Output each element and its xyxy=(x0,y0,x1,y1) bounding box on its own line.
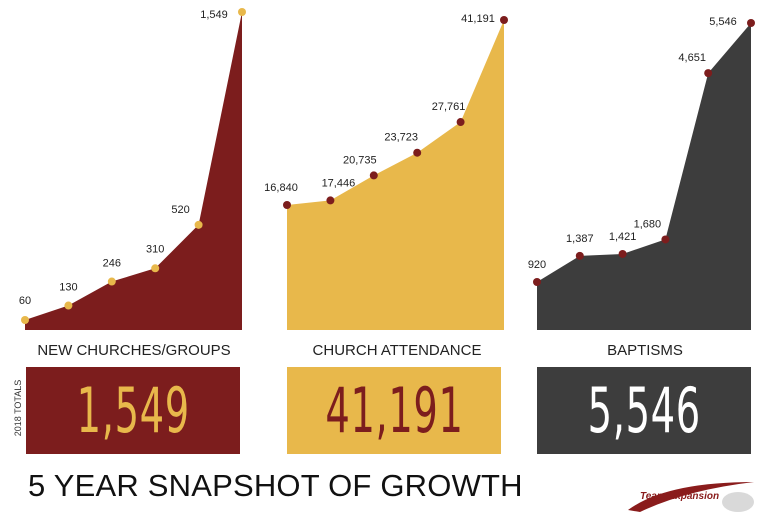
data-label-baptisms-5: 5,546 xyxy=(709,16,737,28)
total-value-baptisms: 5,546 xyxy=(587,373,701,447)
data-label-church-attendance-0: 16,840 xyxy=(264,182,298,194)
data-label-church-attendance-4: 27,761 xyxy=(432,101,466,113)
data-label-baptisms-1: 1,387 xyxy=(566,233,594,245)
data-point-new-churches-3 xyxy=(151,264,160,273)
chart-title-baptisms: BAPTISMS xyxy=(607,342,683,359)
data-point-new-churches-0 xyxy=(21,316,29,324)
data-label-baptisms-3: 1,680 xyxy=(634,218,662,230)
total-value-church-attendance: 41,191 xyxy=(324,373,464,447)
footer-title: 5 YEAR SNAPSHOT OF GROWTH xyxy=(28,468,523,503)
data-label-new-churches-1: 130 xyxy=(59,282,77,294)
data-label-new-churches-4: 520 xyxy=(171,204,189,216)
data-label-new-churches-0: 60 xyxy=(19,295,31,307)
data-point-church-attendance-1 xyxy=(326,196,335,205)
data-point-baptisms-3 xyxy=(661,235,670,244)
data-point-new-churches-4 xyxy=(194,220,203,229)
data-point-church-attendance-5 xyxy=(500,16,508,24)
data-label-church-attendance-5: 41,191 xyxy=(461,13,495,25)
logo-swoosh xyxy=(628,482,754,512)
data-point-baptisms-4 xyxy=(704,69,713,78)
data-label-baptisms-2: 1,421 xyxy=(609,231,637,243)
logo-text: Team Expansion xyxy=(640,491,720,502)
data-point-church-attendance-0 xyxy=(283,201,291,209)
area-fill-church-attendance xyxy=(287,20,504,330)
total-value-new-churches: 1,549 xyxy=(76,373,190,447)
data-label-new-churches-5: 1,549 xyxy=(200,9,228,21)
data-label-church-attendance-3: 23,723 xyxy=(384,132,418,144)
data-label-baptisms-4: 4,651 xyxy=(678,52,706,64)
area-charts: 60 130 246 310 520 1,549 16,840 17,446 20,735 23,… xyxy=(19,8,755,330)
team-expansion-logo xyxy=(628,482,754,512)
data-label-church-attendance-1: 17,446 xyxy=(322,177,356,189)
globe-icon xyxy=(722,492,754,512)
data-point-new-churches-1 xyxy=(64,301,73,310)
data-label-church-attendance-2: 20,735 xyxy=(343,154,377,166)
area-fill-new-churches xyxy=(25,12,242,330)
data-label-new-churches-3: 310 xyxy=(146,243,164,255)
data-label-new-churches-2: 246 xyxy=(103,258,121,270)
data-point-church-attendance-2 xyxy=(369,171,378,180)
totals-side-label: 2018 TOTALS xyxy=(13,379,23,437)
chart-title-new-churches: NEW CHURCHES/GROUPS xyxy=(37,342,231,359)
data-point-new-churches-2 xyxy=(107,277,116,286)
chart-title-church-attendance: CHURCH ATTENDANCE xyxy=(312,342,482,359)
data-point-church-attendance-3 xyxy=(413,148,422,157)
data-label-baptisms-0: 920 xyxy=(528,259,546,271)
data-point-baptisms-0 xyxy=(533,278,541,286)
data-point-church-attendance-4 xyxy=(456,118,465,127)
data-point-baptisms-5 xyxy=(747,19,755,27)
data-point-baptisms-1 xyxy=(575,251,584,260)
data-point-new-churches-5 xyxy=(238,8,246,16)
total-box-baptisms: 5,546 xyxy=(537,367,751,454)
total-box-new-churches: 1,549 xyxy=(26,367,240,454)
data-point-baptisms-2 xyxy=(618,249,627,258)
total-box-church-attendance: 41,191 xyxy=(287,367,501,454)
area-fill-baptisms xyxy=(537,23,751,330)
